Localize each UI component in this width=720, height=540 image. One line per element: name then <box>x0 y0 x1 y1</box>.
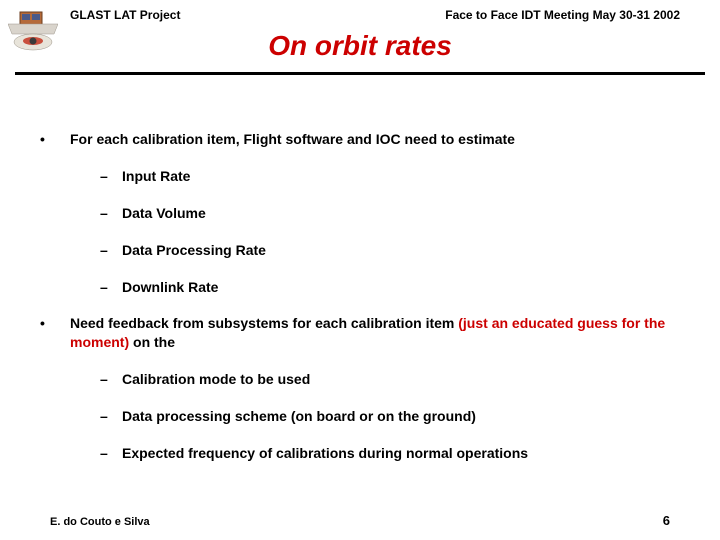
header-row: GLAST LAT Project Face to Face IDT Meeti… <box>0 8 720 22</box>
dash-marker: – <box>100 407 122 426</box>
bullet-text: Data Volume <box>122 204 206 223</box>
bullet-text: Data Processing Rate <box>122 241 266 260</box>
bullet-marker: • <box>40 314 70 352</box>
bullet-item: – Downlink Rate <box>100 278 680 297</box>
dash-marker: – <box>100 204 122 223</box>
bullet-item: – Data processing scheme (on board or on… <box>100 407 680 426</box>
title-rule <box>15 72 705 75</box>
footer-page-number: 6 <box>663 513 670 528</box>
bullet-item: – Expected frequency of calibrations dur… <box>100 444 680 463</box>
bullet-text-post: on the <box>129 334 175 350</box>
header-left: GLAST LAT Project <box>70 8 180 22</box>
bullet-item: • Need feedback from subsystems for each… <box>40 314 680 352</box>
bullet-text: Data processing scheme (on board or on t… <box>122 407 476 426</box>
slide-title: On orbit rates <box>0 30 720 62</box>
bullet-text: Calibration mode to be used <box>122 370 310 389</box>
bullet-text: Expected frequency of calibrations durin… <box>122 444 528 463</box>
bullet-item: – Data Volume <box>100 204 680 223</box>
bullet-text: Downlink Rate <box>122 278 218 297</box>
footer-author: E. do Couto e Silva <box>50 516 150 528</box>
dash-marker: – <box>100 444 122 463</box>
bullet-item: • For each calibration item, Flight soft… <box>40 130 680 149</box>
bullet-text-pre: Need feedback from subsystems for each c… <box>70 315 458 331</box>
dash-marker: – <box>100 278 122 297</box>
bullet-marker: • <box>40 130 70 149</box>
bullet-text: For each calibration item, Flight softwa… <box>70 130 515 149</box>
dash-marker: – <box>100 167 122 186</box>
slide: GLAST LAT Project Face to Face IDT Meeti… <box>0 0 720 540</box>
bullet-item: – Calibration mode to be used <box>100 370 680 389</box>
bullet-item: – Data Processing Rate <box>100 241 680 260</box>
bullet-text: Input Rate <box>122 167 190 186</box>
bullet-text: Need feedback from subsystems for each c… <box>70 314 680 352</box>
dash-marker: – <box>100 241 122 260</box>
dash-marker: – <box>100 370 122 389</box>
content-area: • For each calibration item, Flight soft… <box>40 130 680 481</box>
header-right: Face to Face IDT Meeting May 30-31 2002 <box>445 8 680 22</box>
bullet-item: – Input Rate <box>100 167 680 186</box>
